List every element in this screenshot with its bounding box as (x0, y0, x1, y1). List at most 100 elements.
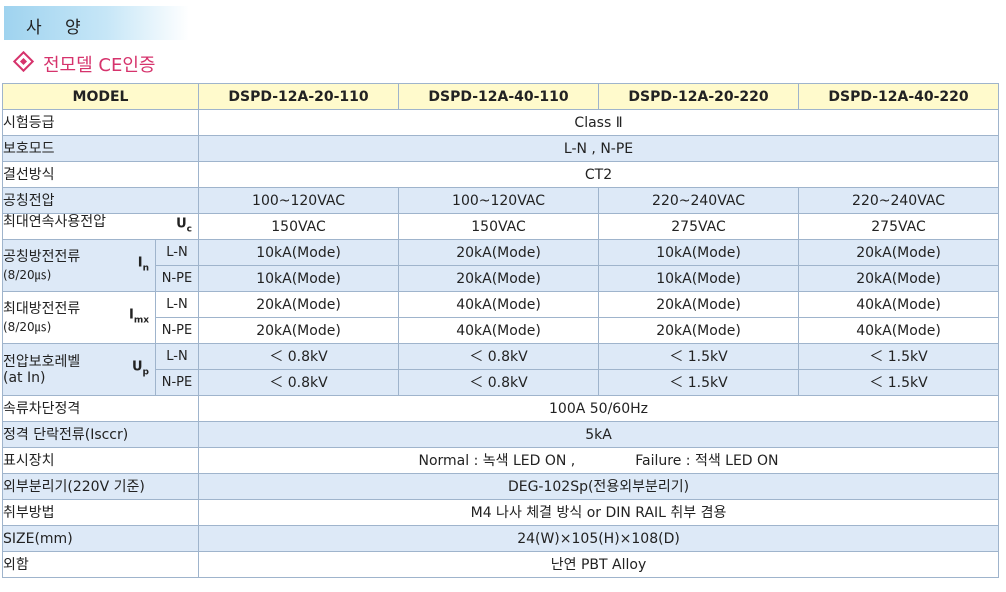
cell-value: 100~120VAC (198, 187, 400, 214)
indicator-failure: Failure : 적색 LED ON (635, 452, 779, 469)
cell-value: 100~120VAC (398, 187, 600, 214)
header-row: MODEL DSPD-12A-20-110 DSPD-12A-40-110 DS… (1, 83, 1000, 110)
row-value: 5kA (198, 421, 1000, 448)
group-label-sub: (8/20㎲) (3, 267, 52, 282)
cell-value: ＜ 0.8kV (398, 369, 600, 396)
cell-value: 20kA(Mode) (198, 317, 400, 344)
cell-value: 220~240VAC (598, 187, 800, 214)
row-short-circuit: 정격 단락전류(Isccr) 5kA (1, 421, 1000, 448)
row-label: 공칭전압 (1, 187, 200, 214)
row-label: 취부방법 (1, 499, 200, 526)
section-title-bar: 사 양 (4, 6, 189, 40)
row-max-continuous-voltage: 최대연속사용전압 Uc 150VAC 150VAC 275VAC 275VAC (1, 213, 1000, 240)
subheading: 전모델 CE인증 (10, 50, 156, 77)
header-model: DSPD-12A-40-110 (398, 83, 600, 110)
mode-label: N-PE (154, 265, 200, 292)
row-value: 난연 PBT Alloy (198, 551, 1000, 578)
row-protection-mode: 보호모드 L-N , N-PE (1, 135, 1000, 162)
cell-value: 150VAC (198, 213, 400, 240)
cell-value: 40kA(Mode) (398, 291, 600, 318)
cell-value: 275VAC (598, 213, 800, 240)
group-label: 공칭방전전류 (3, 248, 81, 265)
row-value: M4 나사 체결 방식 or DIN RAIL 취부 겸용 (198, 499, 1000, 526)
group-label-cell: 전압보호레벨 (at In) Up (2, 343, 156, 396)
indicator-normal: Normal : 녹색 LED ON , (418, 452, 576, 469)
cell-value: ＜ 0.8kV (198, 343, 400, 370)
row-protection-level-npe: N-PE ＜ 0.8kV ＜ 0.8kV ＜ 1.5kV ＜ 1.5kV (3, 369, 1000, 396)
group-label: 전압보호레벨 (3, 353, 81, 370)
cell-value: 10kA(Mode) (198, 265, 400, 292)
row-value: Class Ⅱ (198, 109, 1000, 136)
symbol-imx: Imx (128, 307, 149, 325)
row-label: SIZE(mm) (1, 525, 200, 552)
row-mounting: 취부방법 M4 나사 체결 방식 or DIN RAIL 취부 겸용 (1, 499, 1000, 526)
row-nominal-discharge-ln: 공칭방전전류 (8/20㎲) In L-N 10kA(Mode) 20kA(Mo… (2, 239, 1000, 292)
mode-label: L-N (154, 291, 200, 318)
cell-value: ＜ 0.8kV (398, 343, 600, 370)
row-appearance: 외함 난연 PBT Alloy (1, 551, 1000, 578)
cell-value: 40kA(Mode) (398, 317, 600, 344)
symbol-up: Up (131, 359, 149, 377)
cell-value: 150VAC (398, 213, 600, 240)
mode-label: L-N (154, 343, 200, 370)
cell-value: ＜ 1.5kV (598, 343, 800, 370)
mode-label: N-PE (154, 369, 200, 396)
diamond-bullet-icon (12, 50, 35, 73)
row-follow-current: 속류차단정격 100A 50/60Hz (1, 395, 1000, 422)
row-label: 결선방식 (1, 161, 200, 188)
symbol-uc: Uc (176, 216, 193, 234)
row-label: 보호모드 (1, 135, 200, 162)
row-nominal-voltage: 공칭전압 100~120VAC 100~120VAC 220~240VAC 22… (1, 187, 1000, 214)
cell-value: ＜ 1.5kV (598, 369, 800, 396)
row-label: 외부분리기(220V 기준) (1, 473, 200, 500)
cell-value: ＜ 0.8kV (198, 369, 400, 396)
row-size: SIZE(mm) 24(W)×105(H)×108(D) (1, 525, 1000, 552)
cell-value: 10kA(Mode) (198, 239, 400, 266)
spec-table: MODEL DSPD-12A-20-110 DSPD-12A-40-110 DS… (1, 83, 1000, 578)
row-label: 최대연속사용전압 (3, 214, 107, 230)
row-nominal-discharge-npe: N-PE 10kA(Mode) 20kA(Mode) 10kA(Mode) 20… (3, 265, 1000, 292)
symbol-in: In (137, 255, 149, 273)
row-label: 표시장치 (1, 447, 200, 474)
row-protection-level-ln: 전압보호레벨 (at In) Up L-N ＜ 0.8kV ＜ 0.8kV ＜ … (2, 343, 1000, 396)
cell-value: 10kA(Mode) (598, 265, 800, 292)
row-test-class: 시험등급 Class Ⅱ (1, 109, 1000, 136)
row-label: 속류차단정격 (1, 395, 200, 422)
group-label-cell: 공칭방전전류 (8/20㎲) In (2, 239, 156, 292)
cell-value: 20kA(Mode) (398, 265, 600, 292)
group-label-sub: (at In) (3, 369, 46, 386)
mode-label: L-N (154, 239, 200, 266)
header-model: DSPD-12A-20-220 (598, 83, 800, 110)
cell-value: 20kA(Mode) (598, 291, 800, 318)
group-label: 최대방전전류 (3, 300, 81, 317)
cell-value: ＜ 1.5kV (798, 369, 1000, 396)
cell-value: 40kA(Mode) (798, 317, 1000, 344)
header-model: DSPD-12A-40-220 (798, 83, 1000, 110)
row-label: 시험등급 (1, 109, 200, 136)
header-model: DSPD-12A-20-110 (198, 83, 400, 110)
row-value: 24(W)×105(H)×108(D) (198, 525, 1000, 552)
group-label-cell: 최대방전전류 (8/20㎲) Imx (2, 291, 156, 344)
cell-value: 10kA(Mode) (598, 239, 800, 266)
row-label: 정격 단락전류(Isccr) (1, 421, 200, 448)
row-value: L-N , N-PE (198, 135, 1000, 162)
row-indicator: 표시장치 Normal : 녹색 LED ON , Failure : 적색 LE… (1, 447, 1000, 474)
cell-value: ＜ 1.5kV (798, 343, 1000, 370)
mode-label: N-PE (154, 317, 200, 344)
header-model-label: MODEL (1, 83, 200, 110)
cell-value: 20kA(Mode) (798, 239, 1000, 266)
row-value: DEG-102Sp(전용외부분리기) (198, 473, 1000, 500)
cell-value: 20kA(Mode) (598, 317, 800, 344)
cell-value: 20kA(Mode) (798, 265, 1000, 292)
group-label-sub: (8/20㎲) (3, 319, 52, 334)
cell-value: 20kA(Mode) (398, 239, 600, 266)
row-value: 100A 50/60Hz (198, 395, 1000, 422)
row-value: CT2 (198, 161, 1000, 188)
row-max-discharge-ln: 최대방전전류 (8/20㎲) Imx L-N 20kA(Mode) 40kA(M… (2, 291, 1000, 344)
row-label: 외함 (1, 551, 200, 578)
row-external-disconnector: 외부분리기(220V 기준) DEG-102Sp(전용외부분리기) (1, 473, 1000, 500)
row-label-cell: 최대연속사용전압 Uc (1, 213, 200, 240)
subheading-text: 전모델 CE인증 (43, 55, 156, 76)
cell-value: 40kA(Mode) (798, 291, 1000, 318)
row-connection: 결선방식 CT2 (1, 161, 1000, 188)
